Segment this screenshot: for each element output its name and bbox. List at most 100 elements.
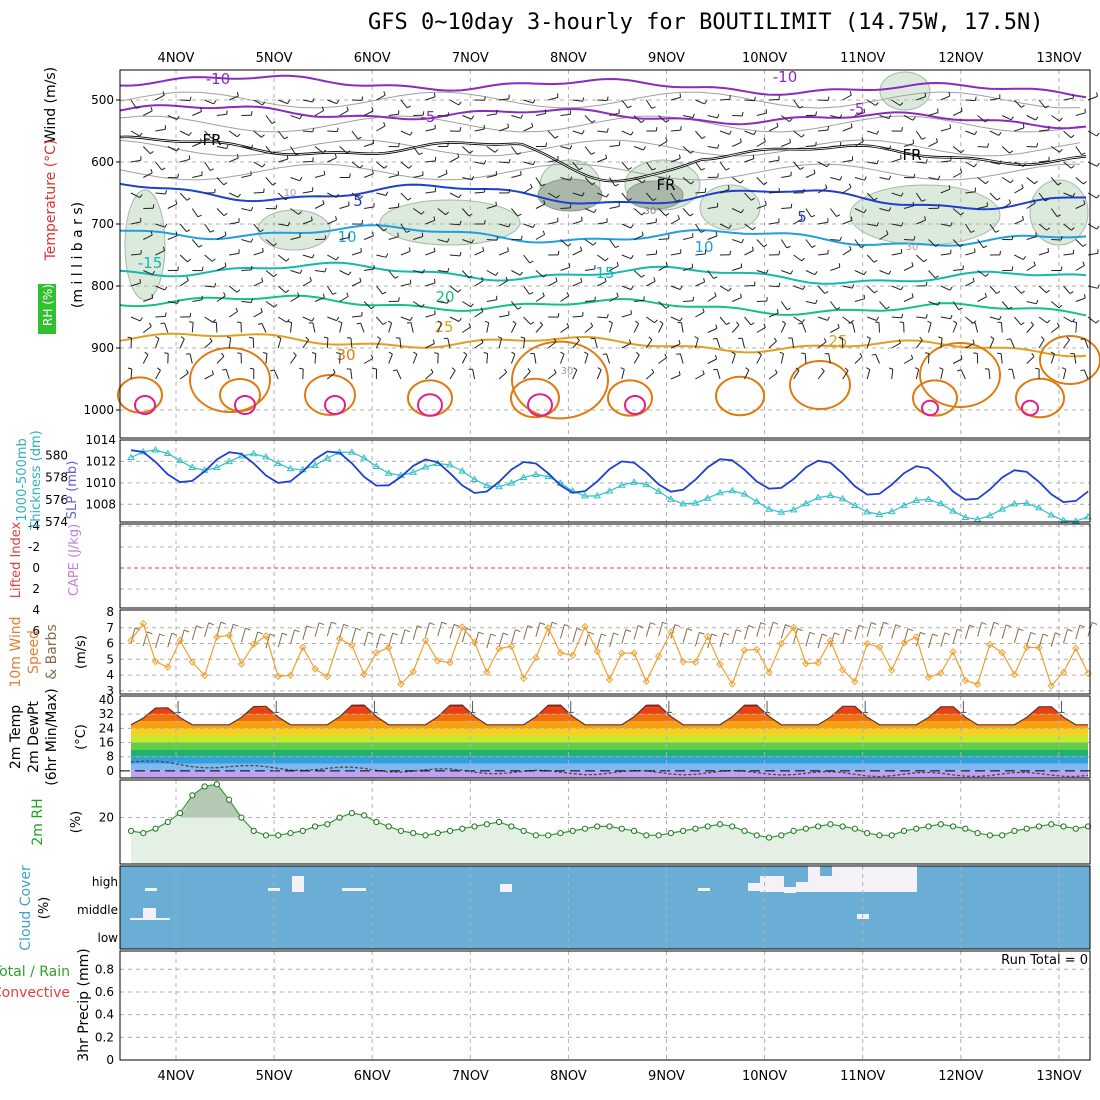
wind-barb-flag [221, 352, 225, 357]
thickness-point [654, 487, 663, 494]
wind-barb [547, 280, 558, 287]
wind-barb-flag [1036, 142, 1039, 148]
wind-barb-flag [948, 185, 951, 190]
wind-barb [511, 174, 522, 178]
chart-title: GFS 0~10day 3-hourly for BOUTILIMIT (14.… [368, 10, 1044, 35]
wind-barb [707, 328, 718, 333]
wind-barb [312, 322, 316, 333]
rh-point [655, 832, 662, 839]
wind-barb [965, 342, 975, 349]
wind-barb-flag [532, 99, 536, 104]
wind-barb-flag [385, 253, 389, 258]
wind10-barb-flag [821, 633, 828, 637]
thickness-point [789, 505, 798, 513]
rh-point [262, 832, 270, 839]
wind-barb [670, 129, 681, 132]
temp-line [130, 704, 1089, 726]
wind10-barb [486, 633, 492, 649]
wind-barb-flag [336, 127, 339, 132]
wind-barb [164, 322, 169, 333]
wind-barb-flag [484, 96, 486, 101]
thickness-point [311, 461, 319, 468]
wind-barb [1026, 324, 1034, 333]
rh-point [385, 823, 392, 830]
wind-barb [658, 115, 667, 123]
wind-barb [842, 219, 853, 225]
upper-air-panel: -10-10-5-5FRFRFR551010-15152025253030303… [83, 68, 1100, 439]
wind-barb-flag [901, 127, 903, 132]
wind-barb [879, 301, 887, 310]
wind-barb-flag [839, 114, 843, 119]
wind-barb [682, 267, 693, 271]
wind-barb-flag [532, 160, 536, 165]
thickness-point [875, 510, 884, 517]
thickness-point [1059, 516, 1068, 524]
wind-barb [461, 270, 470, 279]
wind-barb [179, 192, 188, 201]
wind-barb [953, 268, 964, 271]
wind-barb [462, 301, 472, 308]
thickness-point [470, 475, 479, 482]
wind-barb-flag [1066, 336, 1070, 341]
wind-barb [1001, 322, 1003, 333]
date-label-bottom: 11NOV [840, 1069, 885, 1084]
wind-barb [425, 96, 436, 101]
wind-barb [793, 316, 803, 323]
wind-barb-flag [860, 245, 865, 249]
wind-barb [780, 323, 786, 333]
wind-speed-point [814, 659, 822, 667]
wind-barb [327, 157, 337, 163]
wind-barb-flag [312, 127, 315, 133]
wind-barb-flag [482, 246, 485, 252]
wind-barb [707, 206, 718, 209]
wind-barb-flag [284, 136, 289, 140]
wind-barb [989, 161, 1000, 165]
wind-barb [989, 223, 996, 233]
wind-barb [204, 254, 213, 262]
wind-barb-flag [985, 180, 989, 185]
wind-barb-flag [876, 316, 880, 321]
wind-barb [756, 270, 767, 274]
wind-barb-flag [715, 231, 718, 237]
wind-barb-flag [939, 367, 944, 370]
wind10-barb-flag [306, 625, 312, 629]
wind10-barb-flag [797, 628, 803, 632]
wind-barb [621, 342, 631, 349]
rh-point [778, 832, 785, 839]
wind-barb-flag [164, 286, 168, 291]
wind-barb [486, 270, 496, 276]
temp-tick-label: 8 [106, 750, 114, 764]
wind-barb-flag [972, 277, 975, 282]
warm-contour [304, 374, 356, 416]
thickness-point [519, 473, 528, 481]
wind-barb-flag [836, 307, 841, 310]
wind-barb [670, 192, 677, 202]
wind-barb-flag [827, 316, 830, 321]
rh-contour [119, 160, 1081, 181]
wind-barb-flag [1035, 116, 1039, 121]
panel-label: (%) [69, 811, 84, 834]
contour-label: 5 [353, 192, 363, 210]
wind10-barb-flag [429, 622, 435, 626]
wind-barb [535, 177, 542, 187]
wind-speed-point [139, 619, 147, 628]
rh-point [839, 823, 846, 830]
temperature-contour [119, 224, 1087, 247]
wind-barb [547, 130, 556, 139]
wind10-barb-flag [858, 624, 865, 628]
wind-barb-flag [553, 338, 557, 343]
thickness-point [1047, 511, 1056, 518]
wind-barb-flag [162, 91, 165, 96]
wind10-barb [437, 622, 443, 637]
wind10-barb-flag [650, 622, 656, 626]
wind-barb [817, 161, 828, 168]
wind-barb [707, 358, 717, 364]
wind-barb [830, 239, 841, 241]
rh-area [131, 784, 1089, 864]
wind-barb [744, 250, 754, 256]
wind-barb-flag [605, 257, 609, 262]
wind-barb-flag [446, 238, 450, 243]
wind-barb [679, 353, 684, 364]
panel-label: Cloud Cover [18, 865, 34, 951]
thickness-point [446, 460, 454, 468]
